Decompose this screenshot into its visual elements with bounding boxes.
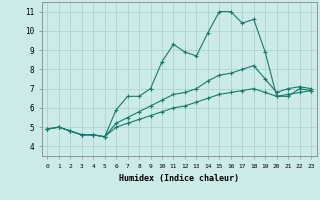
X-axis label: Humidex (Indice chaleur): Humidex (Indice chaleur) [119, 174, 239, 183]
